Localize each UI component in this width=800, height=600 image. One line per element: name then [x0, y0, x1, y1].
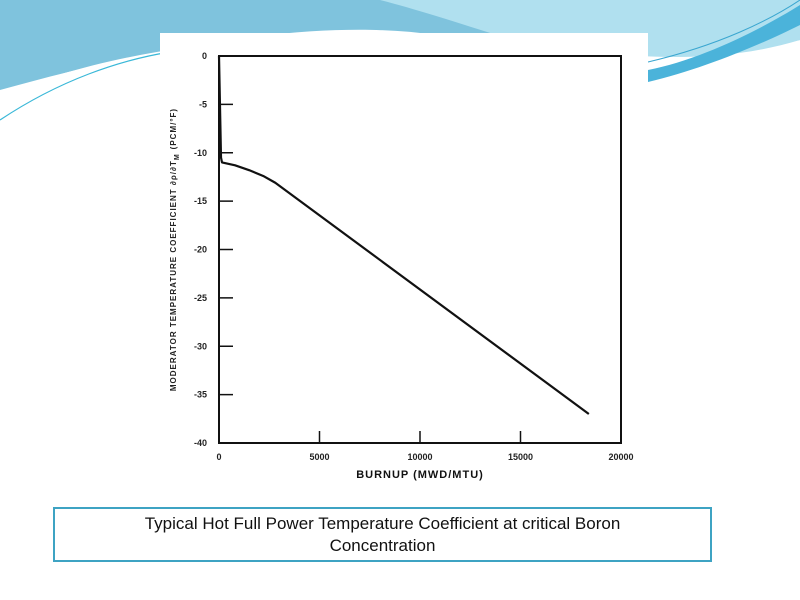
y-tick-label: -20: [194, 245, 207, 255]
y-tick-label: 0: [202, 51, 207, 61]
y-tick-label: -25: [194, 293, 207, 303]
figure-caption: Typical Hot Full Power Temperature Coeff…: [53, 507, 712, 562]
y-tick-label: -5: [199, 99, 207, 109]
x-tick-label: 5000: [309, 452, 329, 462]
y-tick-label: -35: [194, 390, 207, 400]
plot-frame: [218, 55, 622, 444]
chart-figure: 0 -5 -10 -15 -20 -25 -30 -35 -40 0 5000 10000 15000…: [160, 33, 648, 483]
x-tick-label: 0: [216, 452, 221, 462]
x-tick-label: 10000: [407, 452, 432, 462]
y-tick-label: -40: [194, 438, 207, 448]
y-axis-label: MODERATOR TEMPERATURE COEFFICIENT ∂ρ/∂TM…: [169, 108, 181, 391]
y-tick-label: -15: [194, 196, 207, 206]
x-axis-label: BURNUP (MWD/MTU): [356, 469, 484, 481]
x-tick-label: 15000: [508, 452, 533, 462]
y-tick-label: -10: [194, 148, 207, 158]
series-line-mtc: [217, 55, 590, 415]
x-tick-label: 20000: [608, 452, 633, 462]
y-tick-label: -30: [194, 341, 207, 351]
mtc-chart: 0 -5 -10 -15 -20 -25 -30 -35 -40 0 5000 10000 15000…: [169, 51, 634, 481]
